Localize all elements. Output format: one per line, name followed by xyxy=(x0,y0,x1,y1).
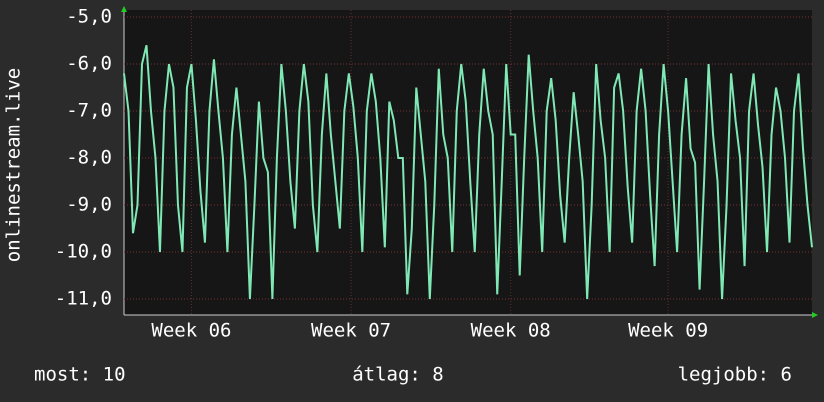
y-arrow xyxy=(121,6,127,12)
y-tick-label: -10,0 xyxy=(55,241,112,263)
plot-area xyxy=(124,10,812,315)
legend-average: átlag: 8 xyxy=(352,364,444,386)
x-tick-label: Week 08 xyxy=(471,320,551,342)
x-tick-label: Week 06 xyxy=(151,320,231,342)
x-arrow xyxy=(812,312,818,318)
y-tick-label: -5,0 xyxy=(66,6,112,28)
legend-best: legjobb: 6 xyxy=(678,364,792,386)
y-tick-label: -6,0 xyxy=(66,53,112,75)
y-tick-label: -8,0 xyxy=(66,147,112,169)
y-tick-label: -7,0 xyxy=(66,100,112,122)
y-axis-label: onlinestream.live xyxy=(3,68,25,262)
x-tick-label: Week 07 xyxy=(311,320,391,342)
y-tick-label: -11,0 xyxy=(55,288,112,310)
legend-now: most: 10 xyxy=(34,364,126,386)
series-line xyxy=(123,45,813,300)
x-tick-label: Week 09 xyxy=(628,320,708,342)
y-tick-label: -9,0 xyxy=(66,194,112,216)
